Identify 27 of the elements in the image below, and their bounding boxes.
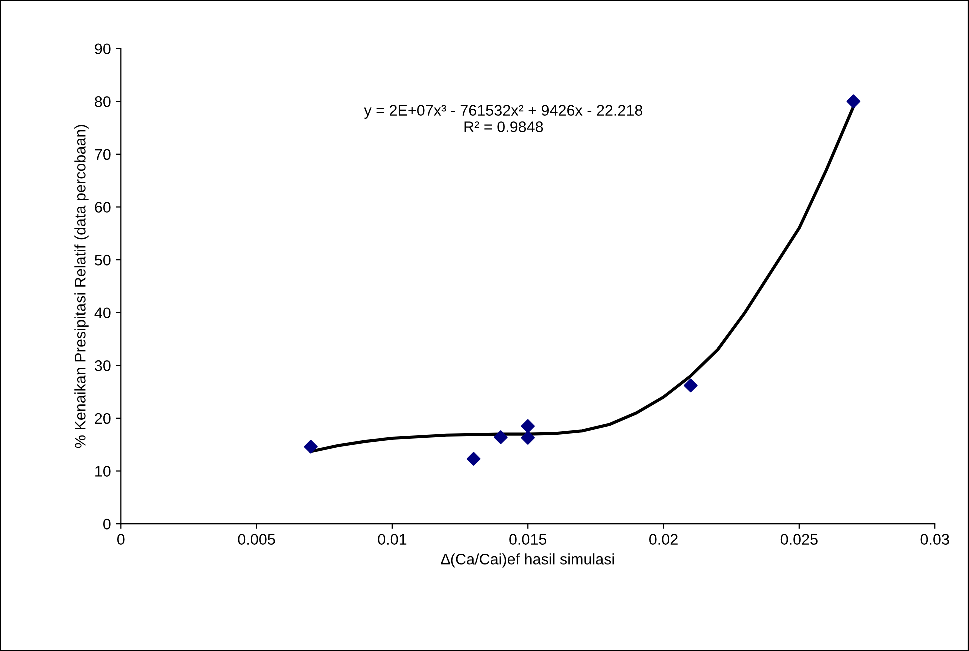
point (684, 378, 698, 393)
x-tick-label: 0.03 (920, 534, 950, 545)
x-axis-title: ∆(Ca/Cai)ef hasil simulasi (441, 554, 614, 568)
point (494, 430, 508, 444)
point (521, 431, 536, 445)
y-tick-label: 90 (95, 44, 111, 55)
x-tick-label: 0.005 (238, 534, 276, 545)
x-tick-label: 0.02 (649, 534, 678, 545)
x-tick-label: 0.01 (378, 534, 407, 545)
y-tick-label: 20 (95, 413, 111, 424)
point (304, 440, 318, 454)
y-tick-label: 50 (95, 254, 111, 266)
y-tick-label: 30 (94, 360, 111, 372)
y-tick-label: 0 (104, 518, 111, 530)
y-tick-label: 60 (95, 202, 111, 213)
x-tick-label: 0.015 (510, 534, 547, 545)
x-tick-label: 0.025 (780, 534, 818, 545)
point (846, 94, 861, 109)
y-tick-label: 80 (95, 96, 111, 108)
x-tick-label: 0 (117, 534, 125, 545)
y-tick-label: 40 (94, 308, 111, 319)
point (521, 419, 536, 434)
y-axis-title: % Kenaikan Presipitasi Relatif (data percobaan) (74, 125, 89, 448)
y-tick-label: 70 (95, 149, 111, 160)
point (466, 452, 481, 466)
annotation: y = 2E+07x³ - 761532x² + 9426x - 22.218 R² = 0.9848 (364, 105, 643, 132)
y-tick-label: 10 (96, 466, 111, 477)
